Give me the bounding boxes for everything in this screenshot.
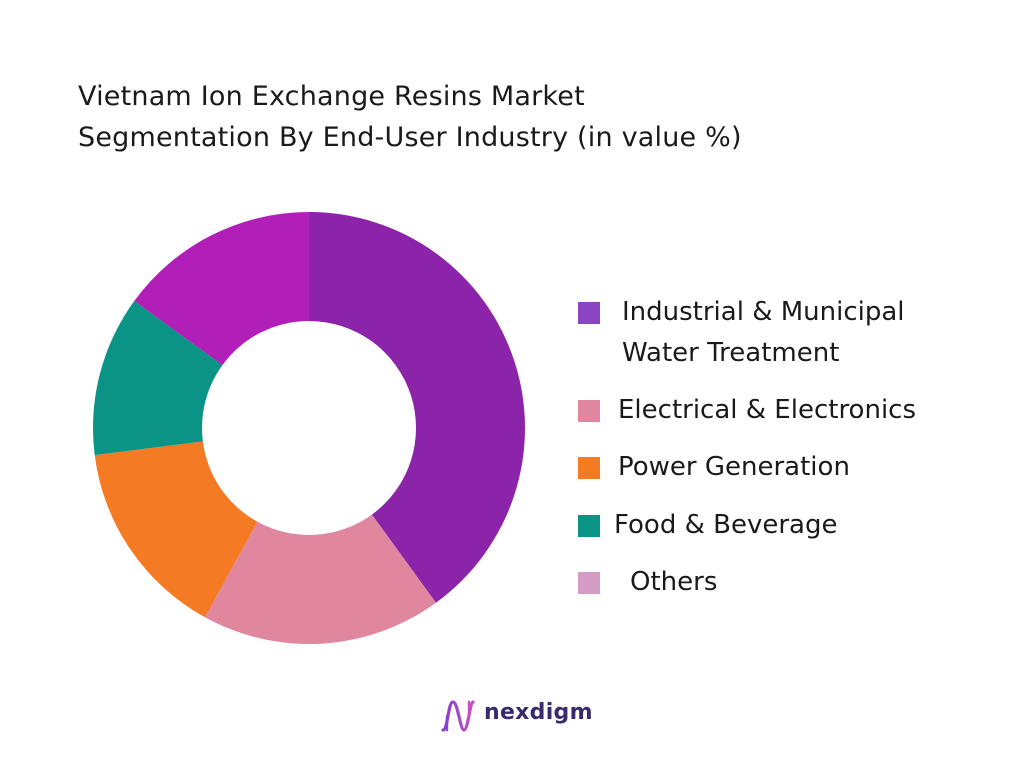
chart-title-line-1: Vietnam Ion Exchange Resins Market	[78, 81, 585, 112]
legend-swatch	[578, 572, 600, 594]
legend-label-line: Industrial & Municipal	[622, 297, 905, 327]
legend-label-line: Power Generation	[618, 452, 850, 482]
legend-label: Power Generation	[618, 447, 850, 488]
legend-label: Industrial & Municipal Water Treatment	[622, 292, 905, 374]
legend-swatch	[578, 302, 600, 324]
brand-logo: nexdigm	[438, 694, 598, 738]
legend-swatch	[578, 400, 600, 422]
donut-slice-power-generation	[94, 441, 258, 618]
legend-swatch	[578, 457, 600, 479]
donut-slice-others	[134, 212, 309, 366]
donut-slice-electrical-electronics	[204, 514, 436, 644]
brand-name: nexdigm	[484, 700, 593, 725]
legend-swatch	[578, 515, 600, 537]
legend-label-line: Others	[630, 567, 718, 597]
legend-label: Electrical & Electronics	[618, 390, 916, 431]
nexdigm-wave-logo-icon	[441, 700, 475, 732]
legend-label: Food & Beverage	[614, 505, 838, 546]
donut-slice-industrial-municipal-water-treatment	[309, 212, 525, 603]
chart-title-line-2: Segmentation By End-User Industry (in va…	[78, 122, 742, 153]
legend-label-line: Water Treatment	[622, 338, 840, 368]
legend-label: Others	[630, 562, 717, 603]
donut-slice-food-beverage	[93, 301, 223, 456]
chart-title: Vietnam Ion Exchange Resins Market Segme…	[78, 76, 958, 158]
legend-label-line: Food & Beverage	[614, 510, 838, 540]
legend-label-line: Electrical & Electronics	[618, 395, 917, 425]
